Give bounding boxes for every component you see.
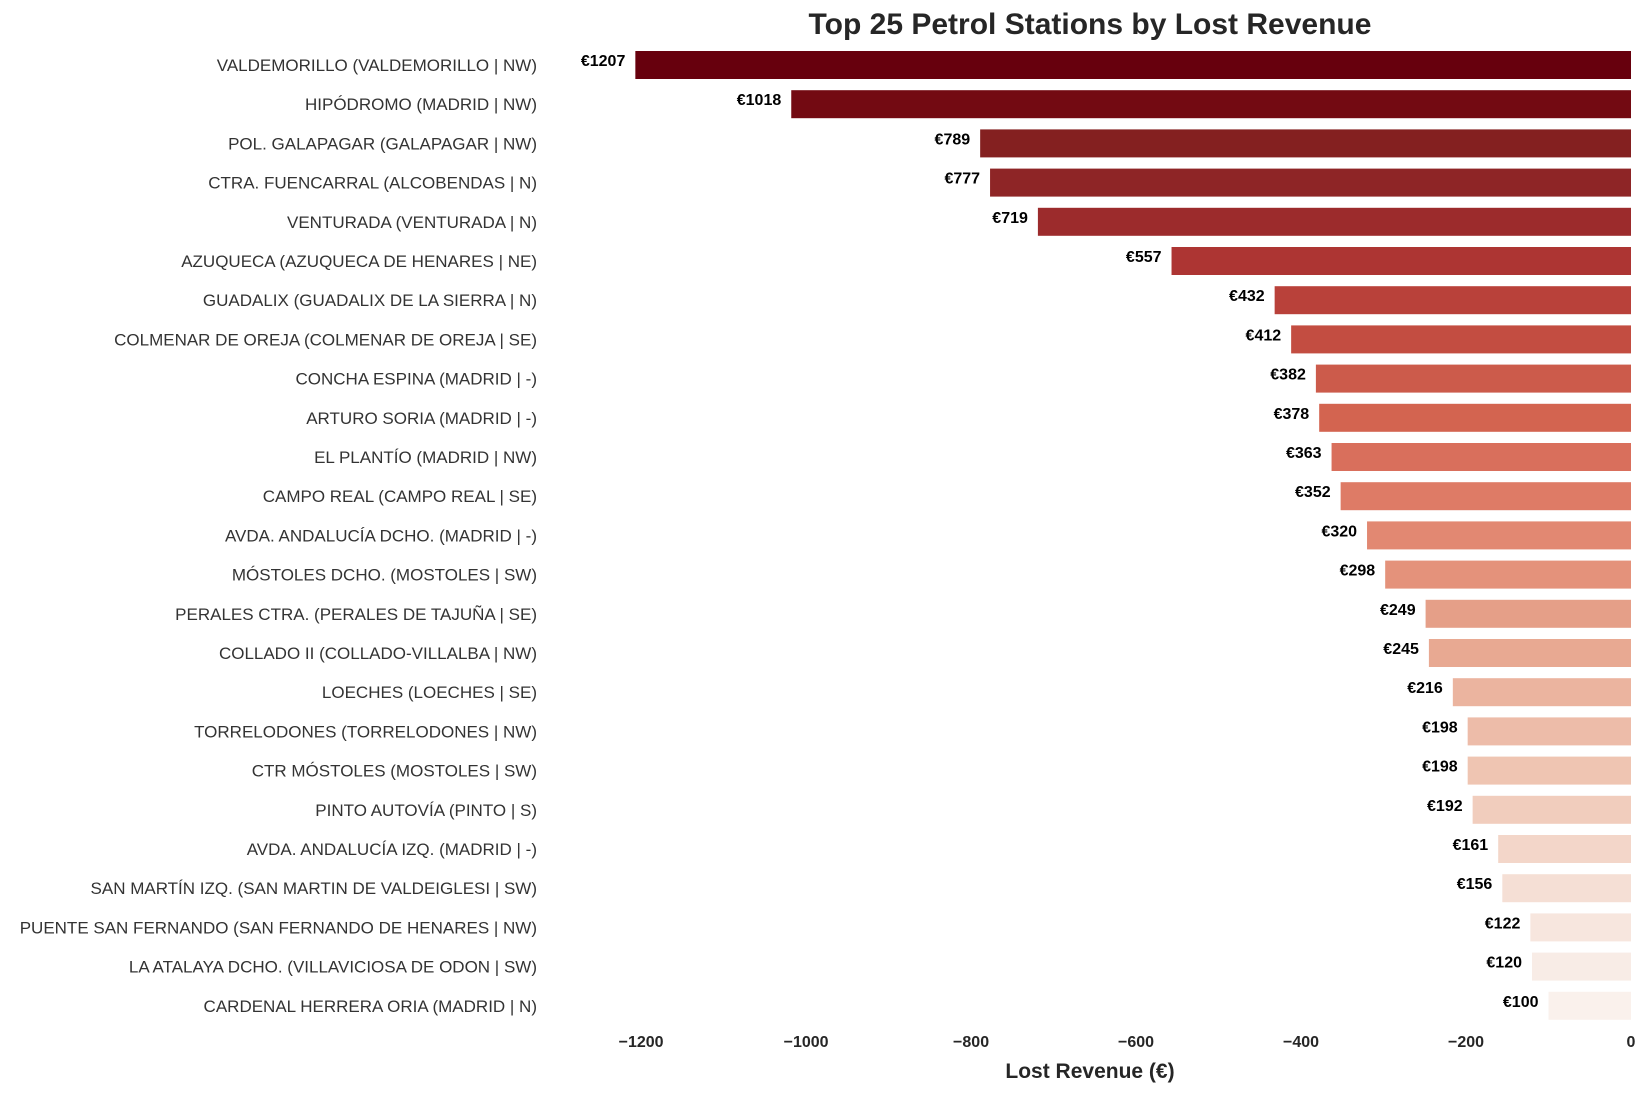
bar (1548, 991, 1631, 1020)
x-tick-label: −200 (1448, 1034, 1484, 1051)
bar (1502, 874, 1631, 903)
bar (1532, 952, 1631, 981)
category-label: GUADALIX (GUADALIX DE LA SIERRA | N) (203, 291, 537, 310)
x-tick-label: −800 (953, 1034, 989, 1051)
x-tick-label: −1200 (619, 1034, 664, 1051)
category-label: PERALES CTRA. (PERALES DE TAJUÑA | SE) (175, 605, 537, 624)
bar (1319, 403, 1631, 432)
value-label: €320 (1321, 523, 1357, 540)
category-label: LA ATALAYA DCHO. (VILLAVICIOSA DE ODON |… (129, 958, 537, 977)
x-tick-label: −1000 (784, 1034, 829, 1051)
x-tick-label: −600 (1118, 1034, 1154, 1051)
category-label: AVDA. ANDALUCÍA IZQ. (MADRID | -) (247, 840, 537, 859)
category-label: CONCHA ESPINA (MADRID | -) (296, 370, 538, 389)
category-label: AVDA. ANDALUCÍA DCHO. (MADRID | -) (225, 526, 537, 545)
value-label: €100 (1503, 994, 1539, 1011)
bar (1331, 443, 1631, 471)
category-label: EL PLANTÍO (MADRID | NW) (314, 448, 537, 467)
bar (980, 129, 1631, 158)
bar (1467, 756, 1631, 785)
category-label: POL. GALAPAGAR (GALAPAGAR | NW) (228, 134, 537, 153)
bar (1425, 599, 1631, 628)
value-label: €1018 (737, 92, 782, 109)
category-label: AZUQUECA (AZUQUECA DE HENARES | NE) (181, 252, 537, 271)
value-labels: €1207 €1018 €789 €777 €719 €557 €432 €412 €382 €3… (581, 53, 1539, 1011)
value-label: €161 (1453, 837, 1489, 854)
value-label: €382 (1270, 367, 1306, 384)
value-label: €363 (1286, 445, 1322, 462)
bar (1530, 913, 1631, 942)
category-label: SAN MARTÍN IZQ. (SAN MARTIN DE VALDEIGLE… (91, 879, 537, 898)
value-label: €557 (1126, 249, 1162, 266)
category-label: TORRELODONES (TORRELODONES | NW) (194, 722, 537, 741)
bar (1037, 207, 1631, 236)
category-label: CARDENAL HERRERA ORIA (MADRID | N) (204, 997, 537, 1016)
category-label: CAMPO REAL (CAMPO REAL | SE) (263, 487, 537, 506)
value-label: €432 (1229, 288, 1265, 305)
value-label: €120 (1486, 955, 1522, 972)
bar (635, 51, 1631, 79)
bar (1467, 717, 1631, 746)
value-label: €216 (1407, 680, 1443, 697)
category-labels: VALDEMORILLO (VALDEMORILLO | NW) HIPÓDROM… (20, 56, 537, 1016)
category-label: PINTO AUTOVÍA (PINTO | S) (315, 801, 537, 820)
bar (1340, 482, 1631, 511)
value-label: €789 (935, 131, 971, 148)
bar (1472, 795, 1631, 824)
bar (1452, 678, 1631, 707)
bar (1385, 560, 1631, 589)
value-label: €192 (1427, 798, 1463, 815)
x-tick-label: 0 (1627, 1034, 1636, 1051)
value-label: €198 (1422, 719, 1458, 736)
bar (1428, 639, 1631, 667)
bar (791, 90, 1631, 119)
category-label: PUENTE SAN FERNANDO (SAN FERNANDO DE HEN… (20, 918, 537, 937)
chart-title: Top 25 Petrol Stations by Lost Revenue (809, 8, 1372, 41)
category-label: VALDEMORILLO (VALDEMORILLO | NW) (217, 56, 537, 75)
bar (1171, 247, 1631, 275)
value-label: €719 (992, 210, 1028, 227)
x-axis-label: Lost Revenue (€) (1005, 1060, 1174, 1083)
x-tick-label: −400 (1283, 1034, 1319, 1051)
value-label: €245 (1383, 641, 1419, 658)
category-label: COLLADO II (COLLADO-VILLALBA | NW) (219, 644, 537, 663)
bar (1367, 521, 1631, 550)
bar (1498, 835, 1631, 863)
value-label: €412 (1246, 327, 1282, 344)
value-label: €1207 (581, 53, 626, 70)
category-label: VENTURADA (VENTURADA | N) (287, 213, 537, 232)
value-label: €249 (1380, 602, 1416, 619)
category-label: LOECHES (LOECHES | SE) (322, 683, 537, 702)
bars-layer (635, 51, 1631, 1020)
category-label: MÓSTOLES DCHO. (MOSTOLES | SW) (232, 566, 537, 585)
bar (990, 168, 1631, 197)
x-axis-ticks: −1200 −1000 −800 −600 −400 −200 0 (619, 1034, 1636, 1051)
category-label: CTR MÓSTOLES (MOSTOLES | SW) (252, 762, 537, 781)
value-label: €777 (944, 171, 980, 188)
category-label: CTRA. FUENCARRAL (ALCOBENDAS | N) (208, 174, 537, 193)
bar (1315, 364, 1631, 393)
bar (1291, 325, 1631, 354)
value-label: €378 (1274, 406, 1310, 423)
category-label: HIPÓDROMO (MADRID | NW) (305, 95, 537, 114)
category-label: COLMENAR DE OREJA (COLMENAR DE OREJA | S… (114, 330, 537, 349)
value-label: €298 (1340, 563, 1376, 580)
value-label: €122 (1485, 915, 1521, 932)
value-label: €352 (1295, 484, 1331, 501)
value-label: €156 (1457, 876, 1493, 893)
bar (1274, 286, 1631, 315)
value-label: €198 (1422, 759, 1458, 776)
category-label: ARTURO SORIA (MADRID | -) (306, 409, 537, 428)
